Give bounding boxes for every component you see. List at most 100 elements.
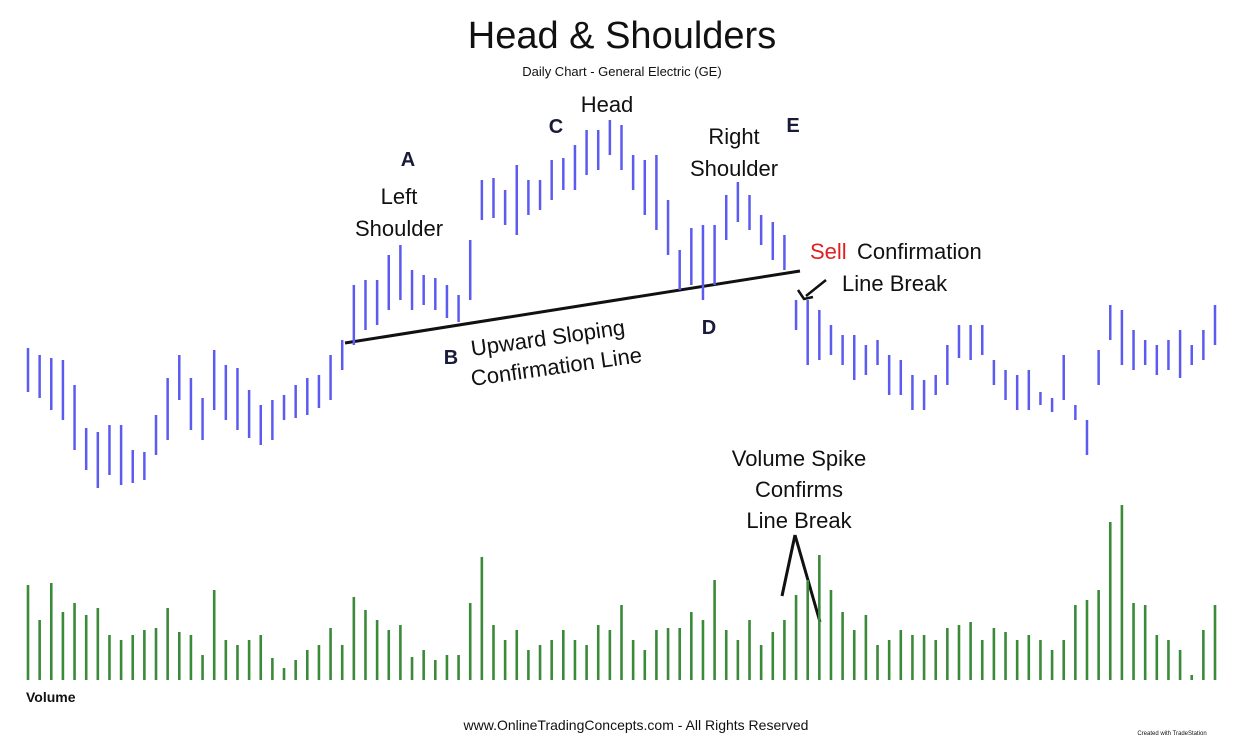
volume-bar: [271, 658, 274, 680]
volume-bar: [1178, 650, 1182, 680]
volume-bar: [911, 635, 914, 680]
label-b: B: [444, 347, 458, 369]
volume-bar: [119, 640, 123, 680]
volume-bar: [1097, 590, 1100, 680]
volume-bar: [783, 620, 786, 680]
volume-bar: [1167, 640, 1170, 680]
volume-bar: [131, 635, 135, 680]
volume-bar: [387, 630, 391, 680]
volume-bar: [864, 615, 868, 680]
volume-bar: [468, 603, 472, 680]
volume-bar: [736, 640, 740, 680]
volume-bar: [49, 583, 53, 680]
volume-bar: [643, 650, 647, 680]
chart-title: Head & Shoulders: [468, 15, 776, 57]
volume-bar: [305, 650, 309, 680]
volume-bar: [550, 640, 553, 680]
annotation: Line Break: [746, 508, 852, 533]
volume-bar: [771, 632, 775, 680]
label-c: C: [549, 116, 563, 138]
volume-bar: [1004, 632, 1007, 680]
volume-bar: [224, 640, 228, 680]
volume-bar: [666, 628, 670, 680]
pointer: [793, 534, 822, 623]
pointer: [780, 534, 797, 597]
volume-bar: [84, 615, 88, 680]
annotation: Sell: [810, 239, 847, 264]
volume-bar: [631, 640, 635, 680]
volume-bar: [841, 612, 844, 680]
volume-bar: [724, 630, 728, 680]
volume-bar: [957, 625, 961, 680]
volume-bar: [562, 630, 565, 680]
volume-bar: [108, 635, 111, 680]
volume-bar: [876, 645, 879, 680]
annotation: Shoulder: [690, 156, 778, 181]
volume-bar: [247, 640, 251, 680]
volume-bar: [294, 660, 297, 680]
volume-bar: [457, 655, 460, 680]
volume-bar: [399, 625, 402, 680]
volume-bar: [690, 612, 693, 680]
volume-bar: [1074, 605, 1077, 680]
volume-bar: [189, 635, 193, 680]
label-e: E: [786, 115, 799, 137]
neckline: [344, 269, 801, 345]
volume-bar: [1039, 640, 1042, 680]
volume-bar: [329, 628, 332, 680]
volume-bar: [1027, 635, 1031, 680]
volume-bar: [713, 580, 716, 680]
credit: Created with TradeStation: [1137, 731, 1206, 737]
volume-bar: [96, 608, 100, 680]
arrow-head: [796, 289, 814, 301]
volume-bar: [620, 605, 623, 680]
volume-bar: [818, 555, 821, 680]
volume-bar: [678, 628, 681, 680]
volume-bar: [340, 645, 344, 680]
annotation: Right: [708, 124, 759, 149]
volume-bar: [364, 610, 367, 680]
volume-bar: [201, 655, 204, 680]
volume-bar: [538, 645, 542, 680]
annotation: Volume Spike: [732, 446, 867, 471]
volume-bar: [166, 608, 169, 680]
annotation: Head: [581, 92, 634, 117]
volume-bar: [1108, 522, 1112, 680]
volume-bar: [480, 557, 484, 680]
volume-bar: [445, 655, 449, 680]
volume-bar: [259, 635, 263, 680]
volume-bar: [236, 645, 239, 680]
volume-bar: [1015, 640, 1019, 680]
annotation: Left: [381, 184, 418, 209]
annotation: Shoulder: [355, 216, 443, 241]
volume-bar: [73, 603, 76, 680]
volume-bar: [1120, 505, 1124, 680]
annotation: Confirmation: [857, 239, 982, 264]
chart-subtitle: Daily Chart - General Electric (GE): [522, 64, 721, 79]
volume-label: Volume: [26, 689, 76, 705]
volume-bar: [759, 645, 763, 680]
volume-bar: [1050, 650, 1054, 680]
volume-bar: [1132, 603, 1135, 680]
volume-bar: [608, 630, 612, 680]
volume-bar: [980, 640, 984, 680]
volume-bar: [852, 630, 856, 680]
volume-bar: [434, 660, 437, 680]
volume-bar: [748, 620, 751, 680]
annotation: Confirms: [755, 477, 843, 502]
volume-bar: [596, 625, 600, 680]
arrow: [805, 279, 827, 297]
volume-bar: [422, 650, 425, 680]
volume-bar: [317, 645, 321, 680]
volume-bar: [1143, 605, 1147, 680]
volume-bar: [492, 625, 495, 680]
marks: [26, 120, 1217, 680]
volume-bar: [212, 590, 216, 680]
volume-bar: [38, 620, 41, 680]
volume-bar: [922, 635, 926, 680]
volume-bar: [352, 597, 356, 680]
volume-bar: [806, 580, 809, 680]
volume-bar: [585, 645, 588, 680]
volume-bar: [143, 630, 146, 680]
